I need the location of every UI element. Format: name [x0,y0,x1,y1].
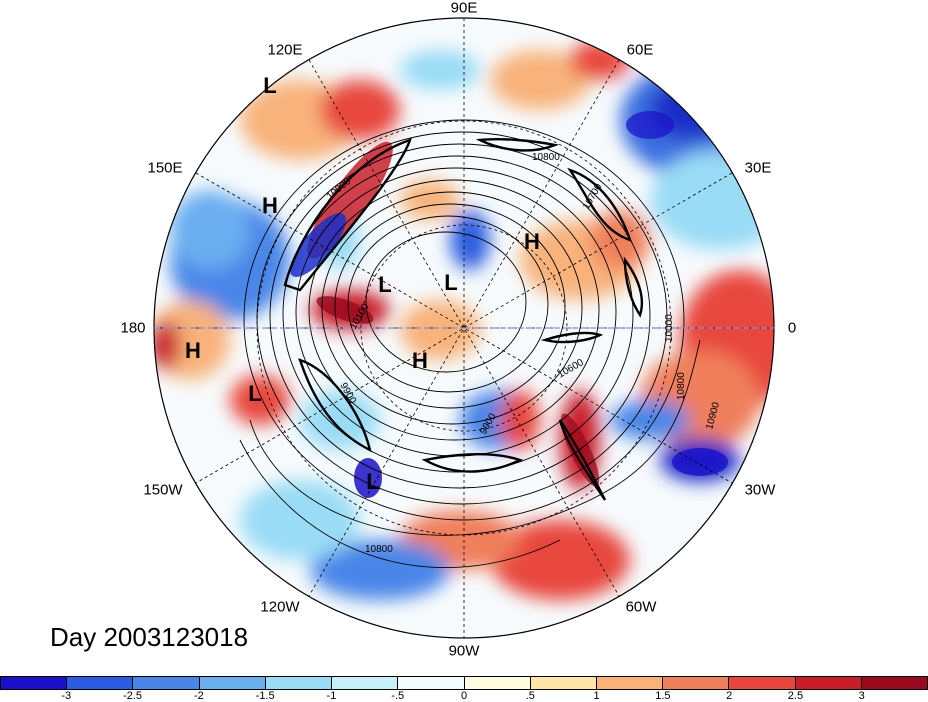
lon-120w-label: 120W [260,598,300,616]
colorbar-tick-label: -1 [326,690,337,702]
lon-30w-label: 30W [744,481,776,499]
colorbar-swatch [332,677,399,689]
colorbar-swatch [398,677,465,689]
lon-30e-label: 30E [744,159,772,177]
colorbar-tick-label: 1.5 [655,690,671,702]
lon-90e-label: 90E [450,0,478,17]
contour-label: 10800 [532,152,560,163]
lon-120e-label: 120E [267,41,303,59]
colorbar-tick-label: -2.5 [123,690,143,702]
lon-150e-label: 150E [147,159,183,177]
colorbar-swatch [861,677,928,689]
colorbar-tick-label: -3 [61,690,72,702]
contour-label: 10800 [365,544,393,555]
lon-90w-label: 90W [448,642,480,660]
colorbar [0,676,928,690]
lon-0-label: 0 [787,319,797,337]
colorbar-tick-label: -.5 [391,690,405,702]
colorbar-tick-label: .5 [525,690,535,702]
pressure-center-low: L [444,270,458,295]
day-label: Day 2003123018 [50,622,249,652]
colorbar-swatch [464,677,531,689]
colorbar-tick-label: 0 [460,690,468,702]
pressure-center-low: L [366,469,380,494]
pressure-center-high: H [262,193,278,218]
colorbar-swatch [729,677,796,689]
pressure-center-low: L [248,381,262,406]
colorbar-swatch [596,677,664,689]
jet-contours [283,138,644,501]
colorbar-tick-label: -1.5 [255,690,275,702]
contour-label: 10000 [664,314,675,342]
colorbar-tick-label: 2 [726,690,733,702]
colorbar-swatch [133,677,200,689]
colorbar-tick-label: -2 [193,690,204,702]
colorbar-tick-label: 1 [593,690,600,702]
pressure-center-high: H [412,348,428,373]
colorbar-swatch [67,677,134,689]
pressure-center-high: H [524,229,540,254]
colorbar-tick-label: 2.5 [787,690,804,702]
lon-150w-label: 150W [143,481,183,499]
pressure-center-low: L [378,272,392,297]
colorbar-swatch [663,677,730,689]
colorbar-swatch [530,677,597,689]
height-contours [239,119,701,568]
pressure-center-low: L [263,73,277,98]
contour-label: 10800 [676,372,687,400]
colorbar-swatch [265,677,333,689]
colorbar-swatch [795,677,862,689]
colorbar-swatch [1,677,68,689]
lon-60w-label: 60W [625,598,657,616]
lon-60e-label: 60E [626,41,654,59]
lon-180-label: 180 [120,319,146,337]
colorbar-tick-label: 3 [858,690,865,702]
colorbar-swatch [199,677,266,689]
pressure-center-high: H [185,338,201,363]
